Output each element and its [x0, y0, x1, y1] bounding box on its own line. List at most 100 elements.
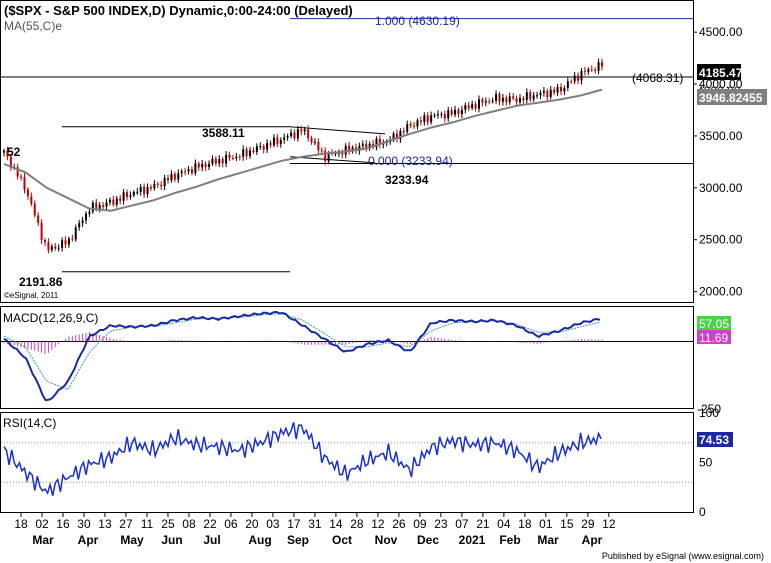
- candle-body: [587, 69, 590, 72]
- price-candle: [3, 148, 5, 157]
- candle-body: [71, 238, 74, 240]
- candle-body: [313, 141, 316, 143]
- candle-body: [214, 158, 217, 164]
- candle-body: [204, 163, 207, 167]
- price-tick-label: 2500.00: [699, 233, 743, 247]
- x-day-label: 13: [98, 517, 112, 531]
- price-candle: [454, 105, 457, 118]
- candle-body: [416, 120, 419, 127]
- macd-value-tag: [697, 316, 731, 330]
- candle-body: [570, 81, 573, 83]
- price-candle: [170, 170, 173, 183]
- candle-body: [228, 154, 231, 158]
- candle-body: [184, 171, 187, 173]
- price-candle: [402, 127, 405, 136]
- ma-55-line: [3, 88, 603, 212]
- candle-body: [269, 143, 272, 146]
- price-candle: [9, 153, 12, 171]
- price-candle: [221, 156, 224, 168]
- x-day-label: 31: [308, 517, 322, 531]
- price-candle: [365, 139, 368, 152]
- candle-body: [443, 114, 446, 119]
- price-candle: [44, 237, 47, 247]
- price-candle: [218, 155, 221, 168]
- candle-body: [491, 100, 494, 102]
- channel-bottom-line: [289, 156, 376, 164]
- price-candle: [597, 58, 600, 75]
- candle-body: [471, 104, 474, 109]
- x-day-label: 18: [518, 517, 532, 531]
- candle-body: [460, 109, 463, 115]
- candle-body: [590, 69, 593, 71]
- candle-body: [307, 129, 310, 139]
- candle-body: [334, 153, 337, 155]
- candle-body: [539, 92, 542, 96]
- published-by: Published by eSignal (www.esignal.com): [602, 551, 764, 561]
- price-candle: [406, 120, 409, 136]
- price-candle: [266, 139, 269, 154]
- candle-body: [190, 169, 193, 174]
- candle-body: [201, 163, 204, 168]
- candle-body: [293, 132, 296, 139]
- price-candle: [23, 173, 26, 194]
- candle-body: [296, 129, 299, 139]
- candle-body: [102, 205, 105, 207]
- price-candle: [163, 174, 166, 191]
- price-candle: [505, 95, 508, 106]
- candle-body: [136, 191, 139, 193]
- rsi-title: RSI(14,C): [3, 416, 56, 430]
- candle-body: [16, 167, 19, 177]
- candle-body: [231, 157, 234, 159]
- macd-title: MACD(12,26,9,C): [3, 311, 98, 325]
- price-candle: [67, 236, 70, 248]
- candle-body: [105, 202, 108, 207]
- candle-body: [348, 145, 351, 152]
- x-day-label: 02: [35, 517, 49, 531]
- price-candle: [573, 71, 576, 85]
- macd-line: [3, 310, 601, 402]
- candle-body: [26, 189, 29, 197]
- candle-body: [436, 114, 439, 116]
- price-candle: [426, 112, 429, 126]
- candle-body: [272, 137, 275, 146]
- price-candle: [47, 238, 50, 254]
- price-candle: [279, 137, 282, 148]
- candle-body: [474, 104, 477, 109]
- candle-body: [344, 145, 347, 155]
- price-candle: [85, 211, 88, 225]
- candle-body: [337, 152, 340, 154]
- price-candle: [33, 200, 36, 218]
- price-candle: [245, 146, 248, 160]
- candle-body: [78, 223, 81, 228]
- x-day-label: 30: [77, 517, 91, 531]
- price-candle: [74, 224, 77, 242]
- candle-body: [30, 196, 33, 204]
- price-candle: [300, 125, 303, 136]
- price-candle: [399, 128, 402, 143]
- x-day-label: 28: [350, 517, 364, 531]
- candle-body: [423, 115, 426, 122]
- rsi-panel[interactable]: [0, 412, 694, 513]
- price-candle: [255, 143, 258, 156]
- price-candle: [563, 85, 566, 96]
- price-candle: [467, 101, 470, 112]
- candle-body: [20, 176, 23, 178]
- candle-body: [187, 169, 190, 172]
- feb-high-label: 52: [7, 145, 21, 159]
- price-candle: [508, 92, 511, 105]
- price-candle: [276, 134, 279, 148]
- candle-body: [3, 150, 5, 153]
- candle-body: [153, 183, 156, 189]
- candle-body: [546, 90, 549, 98]
- price-candle: [419, 116, 422, 126]
- candle-body: [303, 129, 306, 132]
- price-candle: [498, 91, 501, 106]
- price-candle: [464, 102, 467, 114]
- x-day-label: 09: [413, 517, 427, 531]
- x-day-label: 22: [203, 517, 217, 531]
- x-month-label: Feb: [499, 533, 520, 547]
- candle-body: [67, 238, 70, 245]
- price-candle: [590, 65, 593, 72]
- price-candle: [167, 174, 170, 184]
